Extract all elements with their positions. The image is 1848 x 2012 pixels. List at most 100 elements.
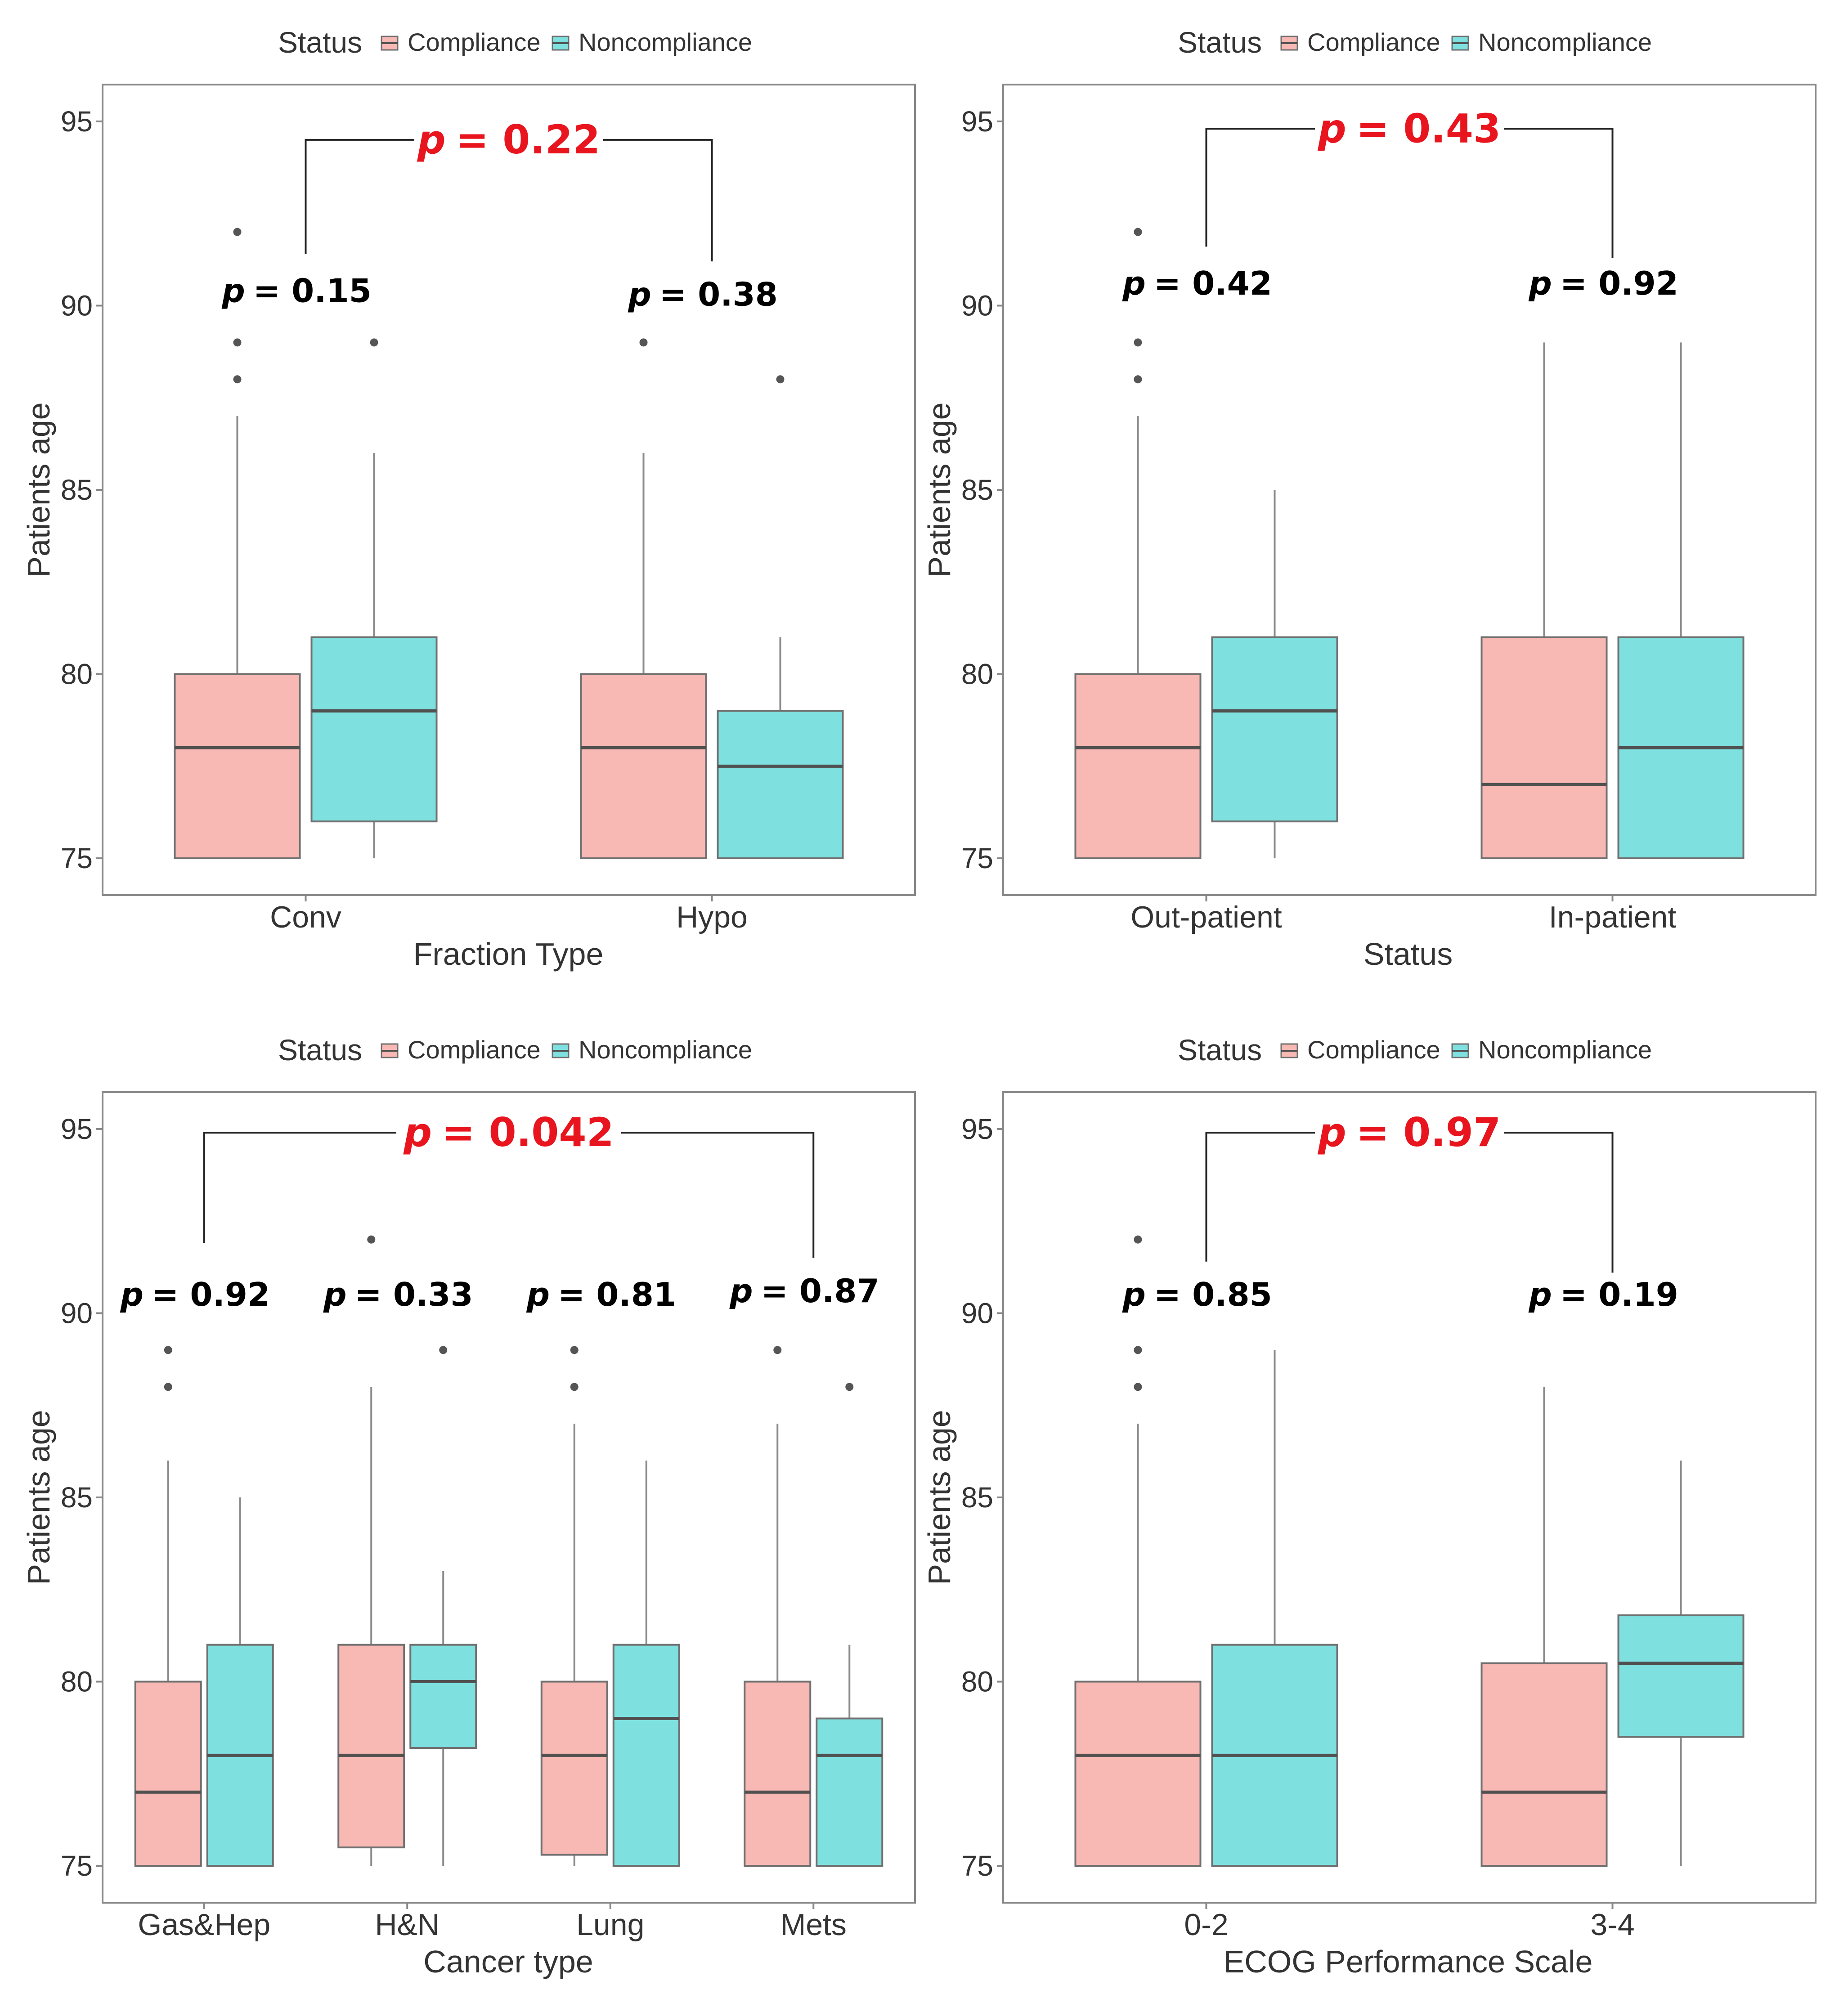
legend-title: Status [278,26,362,59]
p-symbol: p [1528,1276,1552,1313]
p-symbol: p [120,1276,144,1313]
legend-title: Status [278,1033,362,1066]
p-text: = 0.85 [1154,1276,1272,1313]
panel-3: Status Compliance Noncompliance 75 80 85 90 95 P… [21,1033,916,1979]
box-body [337,1644,405,1849]
outlier-point [570,1346,579,1354]
box-compliance-2 [337,1235,405,1866]
p-text: = 0.92 [1560,264,1678,302]
x-axis-label: Status [1364,937,1453,972]
box-compliance-4 [744,1346,812,1867]
legend-label-noncompliance: Noncompliance [579,28,752,56]
box-body [134,1680,202,1867]
legend-label-noncompliance: Noncompliance [579,1035,752,1064]
y-axis-label: Patients age [922,402,957,577]
p-text: = 0.87 [761,1272,879,1310]
p-symbol: p [1318,1109,1346,1156]
outlier-point [845,1383,854,1391]
legend: Status Compliance Noncompliance [278,1033,752,1066]
y-tick-label: 75 [61,1850,93,1882]
overall-p-value: p = 0.22 [417,117,601,163]
bracket-left [1205,1132,1315,1262]
box-body [1480,636,1608,860]
legend: Status Compliance Noncompliance [1178,26,1652,59]
overall-p-value: p = 0.43 [1318,105,1501,152]
legend-label-noncompliance: Noncompliance [1478,28,1652,56]
y-axis-label: Patients age [21,402,56,577]
box-noncompliance-1 [206,1497,274,1867]
box-body [1211,636,1338,823]
legend-label-compliance: Compliance [1307,28,1440,56]
p-symbol: p [221,272,245,309]
box-noncompliance-1 [1211,1350,1338,1867]
bracket-right [621,1132,815,1258]
legend-label-compliance: Compliance [408,28,541,56]
y-tick-label: 80 [961,1666,993,1698]
p-text: = 0.81 [558,1276,676,1313]
y-tick-label: 75 [961,1850,993,1882]
y-tick-label: 85 [61,474,93,506]
group-p-value: p = 0.87 [729,1272,879,1310]
legend-title: Status [1178,1033,1262,1066]
box-body [717,710,844,860]
y-tick-label: 90 [61,289,93,322]
group-p-value: p = 0.42 [1122,264,1272,302]
p-symbol: p [1318,105,1346,152]
box-noncompliance-4 [816,1383,884,1867]
box-body [1074,1680,1202,1867]
group-p-value: p = 0.38 [628,275,778,313]
x-tick-label: Hypo [676,900,748,934]
group-p-value: p = 0.19 [1528,1276,1678,1313]
y-axis-label: Patients age [922,1410,957,1585]
box-body [816,1717,884,1867]
box-body [1074,673,1202,860]
box-body [744,1680,812,1867]
y-tick-label: 80 [61,1666,93,1698]
box-compliance-1 [174,228,301,860]
p-symbol: p [628,275,651,313]
p-text: = 0.22 [456,117,601,163]
p-symbol: p [323,1276,347,1313]
group-p-value: p = 0.33 [323,1276,473,1313]
overall-bracket: p = 0.22 [305,117,713,262]
box-compliance-2 [1480,342,1608,860]
p-text: = 0.43 [1356,105,1501,152]
outlier-point [367,1235,376,1244]
box-compliance-1 [1074,228,1202,860]
y-tick-label: 85 [61,1481,93,1514]
y-axis-label: Patients age [21,1410,56,1585]
x-tick-label: Lung [576,1908,644,1942]
bracket-right [1504,128,1614,258]
outlier-point [639,338,648,347]
bracket-left [203,1132,396,1243]
p-symbol: p [417,117,446,163]
p-text: = 0.97 [1356,1109,1501,1156]
x-tick-label: Gas&Hep [138,1908,270,1942]
y-tick-label: 80 [961,658,993,690]
outlier-point [1134,228,1142,236]
box-noncompliance-2 [1617,342,1745,860]
box-noncompliance-1 [310,338,438,859]
outlier-point [164,1346,172,1354]
p-symbol: p [729,1272,753,1310]
p-symbol: p [1528,264,1552,302]
outlier-point [233,375,242,384]
outlier-point [370,338,378,347]
y-tick-label: 95 [961,1113,993,1145]
overall-p-value: p = 0.97 [1318,1109,1501,1156]
outlier-point [570,1383,579,1391]
box-body [1617,1614,1745,1738]
x-tick-label: In-patient [1549,900,1677,934]
x-tick-label: 3-4 [1590,1908,1634,1942]
p-text: = 0.42 [1154,264,1272,302]
p-text: = 0.15 [253,272,372,309]
outlier-point [1134,1235,1142,1244]
group-p-value: p = 0.85 [1122,1276,1272,1313]
group-p-value: p = 0.92 [1528,264,1678,302]
outlier-point [1134,375,1142,384]
legend-label-noncompliance: Noncompliance [1478,1035,1652,1064]
legend: Status Compliance Noncompliance [278,26,752,59]
box-body [409,1644,477,1749]
y-tick-label: 85 [961,1481,993,1514]
